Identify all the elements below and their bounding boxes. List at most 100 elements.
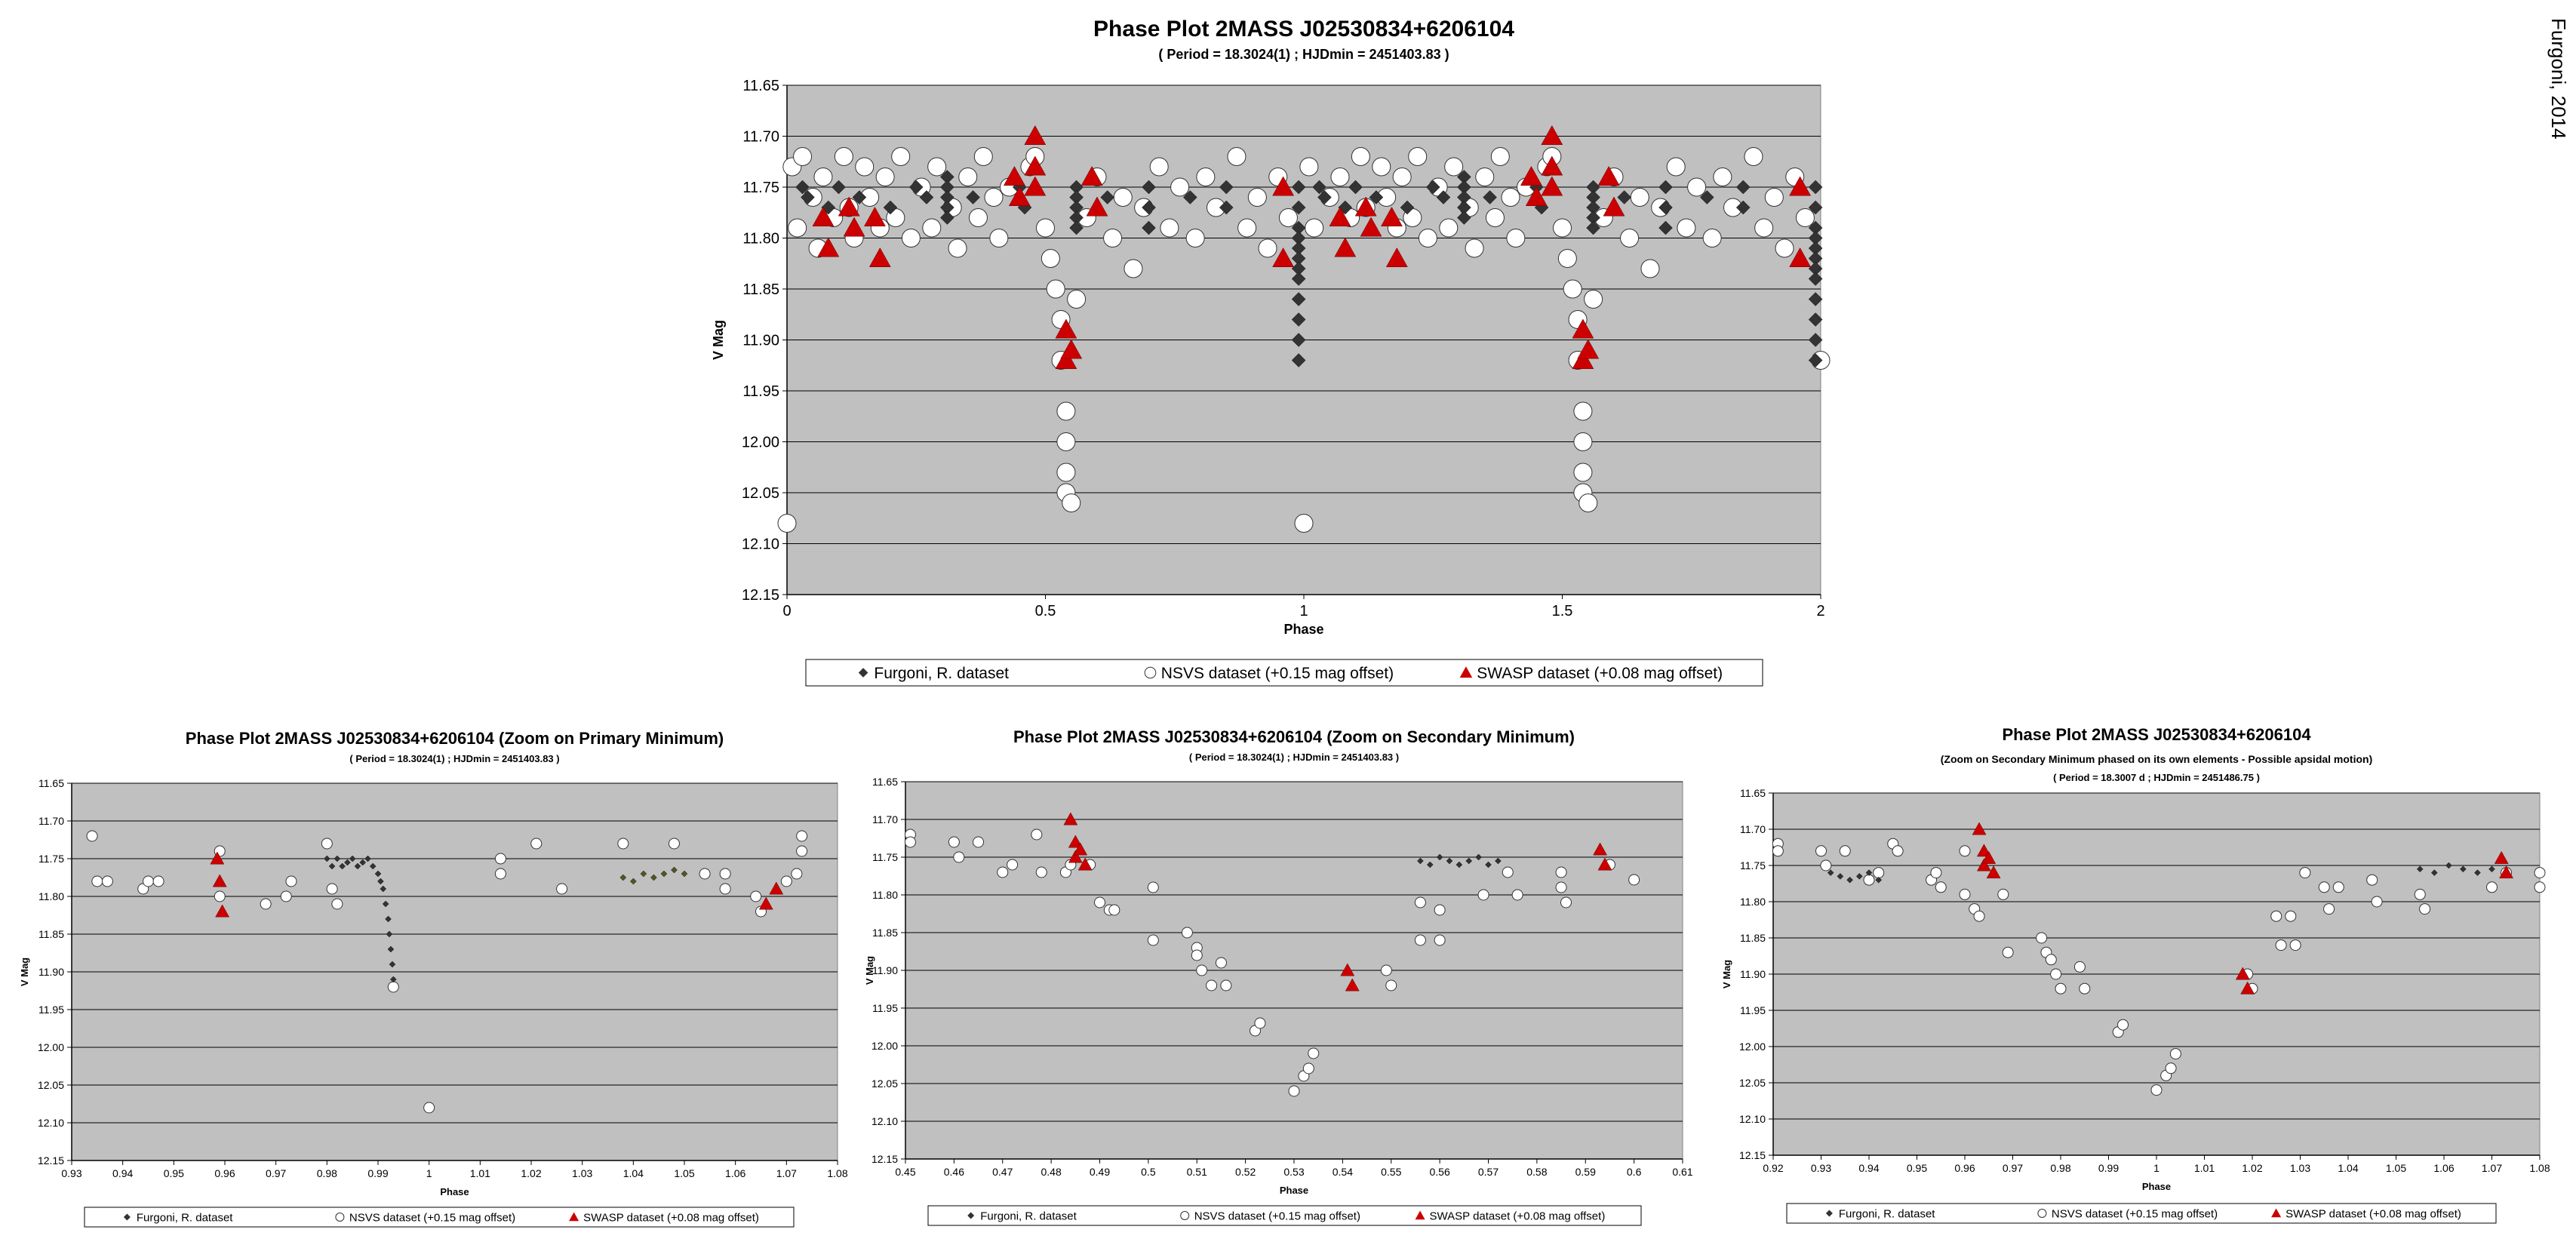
y-tick-label: 12.00: [871, 1040, 898, 1052]
legend-marker-triangle: [1459, 666, 1473, 678]
swasp-point: [1060, 339, 1083, 359]
furgoni-point: [1483, 190, 1497, 204]
x-tick-label: 1.07: [776, 1167, 797, 1179]
nsvs-point: [1477, 889, 1489, 901]
x-tick-label: 0.47: [992, 1166, 1013, 1178]
nsvs-point: [617, 838, 629, 850]
nsvs-point: [855, 157, 875, 177]
legend-item-nsvs: NSVS dataset (+0.15 mag offset): [349, 1211, 515, 1224]
chart-subtitle: (Zoom on Secondary Minimum phased on its…: [1941, 753, 2373, 765]
series-diamond: [1827, 862, 2495, 884]
x-tick-label: 0.5: [1035, 603, 1056, 619]
legend-item-swasp: SWASP dataset (+0.08 mag offset): [1477, 665, 1723, 682]
legend-item-swasp: SWASP dataset (+0.08 mag offset): [2286, 1207, 2461, 1220]
nsvs-point: [1414, 934, 1426, 946]
nsvs-point: [2045, 954, 2057, 966]
y-tick-label: 12.00: [38, 1041, 64, 1053]
x-tick-label: 1.02: [521, 1167, 541, 1179]
legend: Furgoni, R. dataset NSVS dataset (+0.15 m…: [927, 1205, 1642, 1226]
y-axis-label: V Mag: [864, 956, 875, 985]
nsvs-point: [750, 890, 762, 902]
y-tick-label: 11.85: [872, 927, 898, 939]
furgoni-point: [1456, 211, 1471, 225]
nsvs-point: [1628, 874, 1640, 886]
legend-marker-triangle: [1415, 1210, 1425, 1220]
swasp-point: [1541, 155, 1563, 176]
nsvs-point: [1278, 208, 1298, 227]
furgoni-point: [681, 870, 688, 878]
nsvs-point: [214, 890, 226, 902]
y-tick-label: 11.95: [1740, 1004, 1766, 1016]
y-tick-label: 11.70: [872, 813, 898, 825]
nsvs-point: [791, 868, 803, 880]
legend: Furgoni, R. dataset NSVS dataset (+0.15 m…: [805, 659, 1763, 687]
x-tick-label: 0.57: [1478, 1166, 1499, 1178]
swasp-point: [769, 881, 784, 895]
nsvs-point: [780, 875, 792, 887]
furgoni-point: [1865, 869, 1873, 876]
furgoni-point: [629, 878, 637, 885]
nsvs-point: [904, 836, 916, 848]
nsvs-point: [968, 208, 988, 227]
y-tick-label: 12.00: [742, 435, 779, 451]
nsvs-point: [1475, 168, 1495, 186]
swasp-point: [210, 851, 225, 865]
furgoni-point: [1436, 853, 1443, 861]
furgoni-point: [328, 862, 336, 870]
nsvs-point: [1196, 168, 1216, 186]
swasp-point: [1024, 176, 1047, 196]
nsvs-point: [788, 218, 807, 238]
swasp-point: [1593, 842, 1607, 856]
nsvs-point: [1620, 229, 1640, 247]
legend-item-nsvs: NSVS dataset (+0.15 mag offset): [1194, 1210, 1360, 1222]
chart-subtitle: ( Period = 18.3024(1) ; HJDmin = 2451403…: [1189, 752, 1399, 763]
nsvs-point: [1056, 401, 1076, 421]
nsvs-point: [1170, 177, 1190, 197]
furgoni-point: [2416, 865, 2424, 873]
series-triangle: [1063, 812, 1612, 991]
furgoni-point: [832, 180, 846, 195]
nsvs-point: [1506, 229, 1526, 247]
legend-box: [84, 1207, 795, 1228]
furgoni-point: [1855, 873, 1863, 880]
nsvs-point: [1439, 218, 1459, 238]
swasp-point: [1345, 978, 1360, 991]
nsvs-point: [2165, 1062, 2177, 1074]
swasp-point: [1272, 247, 1295, 267]
furgoni-point: [2488, 865, 2495, 873]
nsvs-point: [813, 168, 833, 186]
furgoni-point: [1291, 333, 1306, 347]
swasp-point: [2494, 850, 2509, 864]
swasp-point: [868, 247, 891, 267]
furgoni-point: [1808, 272, 1823, 286]
swasp-point: [817, 237, 840, 257]
furgoni-point: [1291, 292, 1306, 306]
series-triangle: [812, 124, 1812, 369]
furgoni-point: [354, 862, 361, 870]
y-tick-label: 11.75: [38, 853, 64, 865]
furgoni-point: [1069, 220, 1084, 235]
nsvs-point: [1103, 229, 1123, 247]
swasp-point: [1008, 186, 1031, 206]
furgoni-point: [1142, 200, 1156, 215]
legend-box: [1786, 1203, 2497, 1224]
furgoni-point: [908, 180, 924, 195]
nsvs-point: [321, 838, 333, 850]
swasp-point: [1334, 237, 1357, 257]
y-tick-label: 12.15: [1739, 1149, 1766, 1161]
series-diamond: [1417, 853, 1502, 868]
furgoni-point: [1846, 876, 1853, 884]
swasp-point: [1597, 165, 1620, 186]
x-tick-label: 2: [1816, 603, 1824, 619]
x-tick-label: 0.95: [1907, 1162, 1927, 1174]
x-tick-label: 1.03: [572, 1167, 592, 1179]
series-triangle: [1972, 822, 2513, 994]
swasp-point: [1340, 963, 1355, 976]
swasp-point: [1789, 176, 1812, 196]
chart-4: Phase Plot 2MASS J02530834+6206104 (Zoom …: [1721, 725, 2550, 1224]
nsvs-point: [989, 229, 1009, 247]
swasp-point: [812, 206, 835, 226]
nsvs-point: [1434, 934, 1446, 946]
nsvs-point: [1555, 866, 1567, 878]
x-tick-label: 0.98: [2050, 1162, 2070, 1174]
